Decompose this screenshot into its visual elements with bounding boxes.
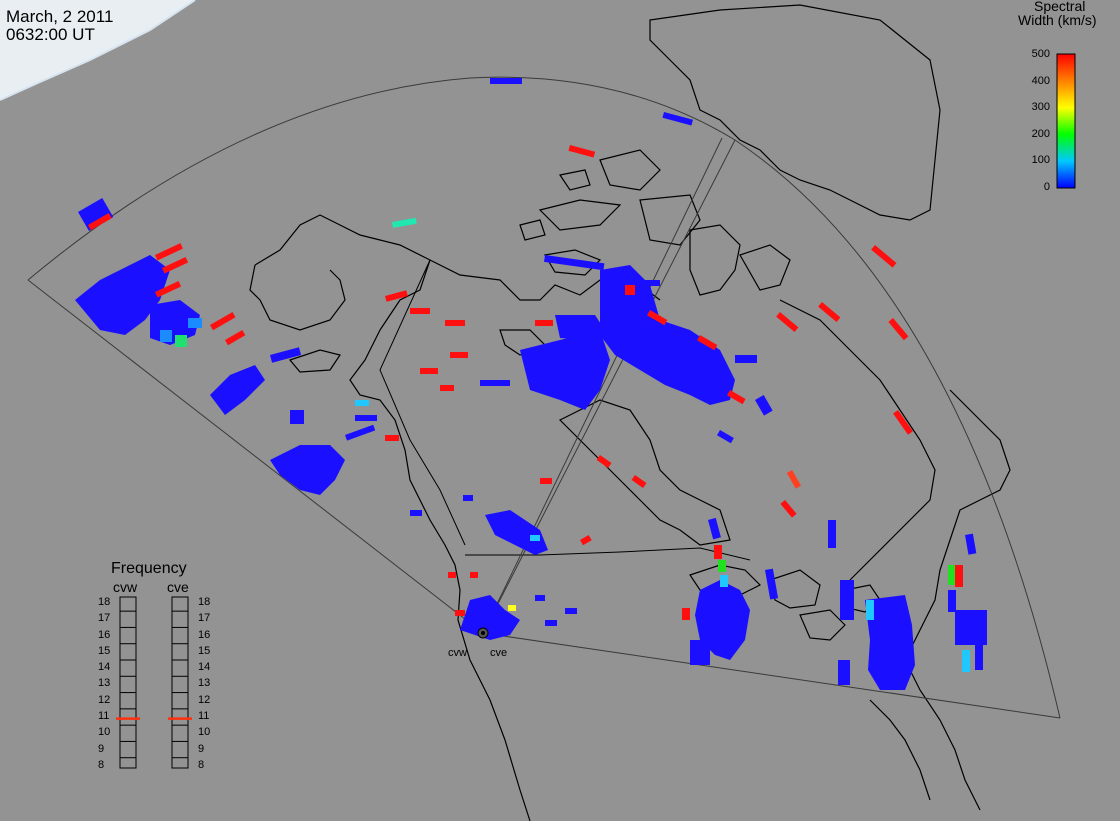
radar-label-cvw: cvw (448, 647, 467, 659)
frequency-radar-cvw: cvw (113, 579, 138, 595)
frequency-tick-left: 11 (98, 710, 110, 722)
date-label: March, 2 2011 (6, 7, 114, 26)
frequency-radar-cve: cve (167, 579, 189, 595)
frequency-tick-left: 14 (98, 661, 111, 674)
borders (379, 259, 751, 561)
radar-label-cve: cve (490, 647, 508, 659)
frequency-tick-right: 15 (198, 644, 211, 657)
frequency-tick-left: 12 (98, 693, 111, 706)
frequency-tick-right: 13 (198, 677, 211, 690)
frequency-tick-left: 10 (98, 726, 111, 739)
frequency-tick-left: 16 (98, 628, 111, 641)
frequency-tick-right: 18 (198, 596, 211, 608)
frequency-tick-left: 18 (98, 596, 111, 608)
frequency-tick-right: 10 (198, 726, 211, 739)
daylight-region (0, 0, 195, 100)
frequency-tick-left: 9 (98, 742, 105, 755)
frequency-tick-right: 14 (198, 661, 211, 674)
frequency-gauges (116, 596, 192, 769)
frequency-tick-right: 9 (198, 742, 205, 755)
scatter-red (88, 145, 963, 620)
daylight-edge (0, 0, 196, 101)
color-bar-tick-label: 0 (1043, 180, 1050, 193)
color-bar-tick-label: 300 (1031, 101, 1050, 113)
color-bar-tick-label: 400 (1031, 74, 1050, 87)
frequency-tick-right: 16 (198, 628, 211, 641)
scatter-cyan (160, 217, 970, 672)
frequency-tick-right: 11 (198, 710, 210, 722)
frequency-tick-left: 15 (98, 644, 111, 657)
frequency-tick-right: 12 (198, 693, 211, 706)
frequency-title: Frequency (111, 560, 187, 577)
legend-title: Spectral (1034, 0, 1086, 14)
color-bar-tick-label: 500 (1031, 48, 1050, 60)
frequency-tick-left: 13 (98, 677, 111, 690)
color-bar-tick-label: 200 (1031, 127, 1050, 140)
scatter-blue (75, 78, 987, 690)
frequency-tick-left: 17 (98, 612, 111, 625)
radar-sites (477, 627, 489, 639)
frequency-tick-left: 8 (98, 758, 105, 771)
frequency-tick-right: 8 (198, 758, 205, 771)
frequency-tick-right: 17 (198, 612, 211, 625)
color-bar (1056, 53, 1076, 189)
legend-subtitle: Width (km/s) (1018, 12, 1097, 28)
time-label: 0632:00 UT (6, 25, 95, 44)
color-bar-tick-label: 100 (1031, 154, 1050, 166)
